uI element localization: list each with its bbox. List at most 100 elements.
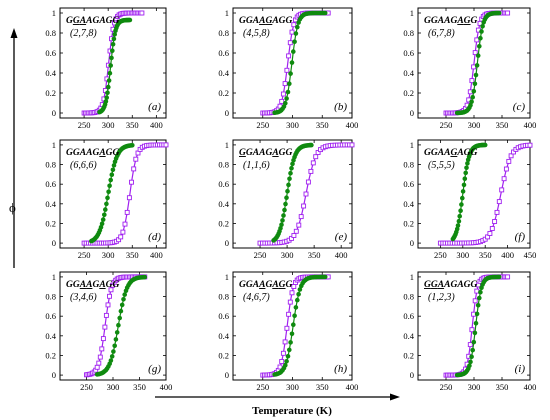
sequence-letter: G bbox=[279, 280, 286, 290]
data-point bbox=[129, 179, 134, 185]
data-point bbox=[109, 55, 114, 61]
data-point bbox=[464, 165, 469, 171]
data-point bbox=[469, 354, 474, 360]
data-point bbox=[111, 163, 117, 168]
data-point bbox=[454, 226, 460, 232]
sequence-letter: G bbox=[431, 148, 438, 158]
sequence-letter: G bbox=[106, 16, 113, 26]
series-green bbox=[272, 10, 328, 115]
data-point bbox=[282, 207, 287, 213]
data-point bbox=[96, 360, 102, 366]
data-point bbox=[124, 209, 130, 215]
x-tick-label: 400 bbox=[335, 250, 348, 260]
sequence-letter: G bbox=[113, 16, 120, 26]
x-tick-label: 300 bbox=[468, 120, 481, 130]
y-tick-label: 1 bbox=[410, 272, 414, 282]
triplet-label: (2,7,8) bbox=[70, 28, 97, 39]
x-tick-label: 300 bbox=[102, 250, 115, 260]
data-point bbox=[284, 96, 289, 101]
data-point bbox=[457, 213, 463, 219]
y-tick-label: 0 bbox=[410, 370, 414, 380]
y-tick-label: 0.6 bbox=[403, 48, 414, 58]
x-tick-label: 350 bbox=[316, 120, 329, 130]
data-point bbox=[130, 143, 135, 148]
data-point bbox=[475, 303, 481, 308]
y-tick-label: 0.6 bbox=[403, 179, 414, 189]
data-point bbox=[98, 225, 104, 230]
data-point bbox=[297, 287, 303, 292]
sequence-letter: G bbox=[106, 280, 113, 290]
data-point bbox=[462, 176, 468, 181]
data-point bbox=[99, 221, 105, 226]
sequence-letter: G bbox=[113, 148, 120, 158]
sequence-letter: G bbox=[66, 280, 73, 290]
data-point bbox=[100, 336, 106, 342]
sequence-letter: G bbox=[471, 148, 478, 158]
sequence-letter: G bbox=[246, 280, 253, 290]
x-tick-label: 450 bbox=[524, 250, 537, 260]
data-point bbox=[467, 342, 473, 348]
data-point bbox=[322, 10, 328, 16]
data-point bbox=[102, 212, 107, 218]
y-tick-label: 0.8 bbox=[45, 160, 56, 170]
data-point bbox=[102, 324, 108, 330]
data-point bbox=[106, 84, 111, 90]
x-tick-label: 350 bbox=[126, 250, 139, 260]
y-tick-label: 1 bbox=[52, 140, 56, 150]
sequence-letter: A bbox=[98, 280, 105, 290]
data-point bbox=[118, 308, 124, 314]
y-tick-label: 0 bbox=[52, 238, 56, 248]
y-tick-label: 1 bbox=[52, 272, 56, 282]
data-point bbox=[293, 228, 299, 234]
data-point bbox=[112, 343, 117, 349]
plot-frame bbox=[59, 139, 167, 249]
sequence-letter: G bbox=[106, 148, 113, 158]
data-point bbox=[105, 90, 110, 96]
y-tick-label: 0.8 bbox=[403, 28, 414, 38]
data-point bbox=[285, 354, 291, 359]
data-point bbox=[471, 339, 477, 345]
data-point bbox=[100, 217, 106, 222]
x-tick-label: 250 bbox=[440, 382, 453, 392]
data-point bbox=[295, 297, 300, 303]
y-tick-label: 1 bbox=[225, 140, 229, 150]
y-tick-label: 0.2 bbox=[45, 218, 56, 228]
data-point bbox=[163, 142, 169, 148]
sequence-letter: A bbox=[98, 16, 105, 26]
sequence-letter: A bbox=[443, 148, 450, 158]
data-point bbox=[482, 142, 488, 148]
data-point bbox=[289, 165, 294, 171]
triplet-label: (3,4,6) bbox=[70, 292, 97, 303]
data-point bbox=[322, 274, 328, 280]
sequence-letter: A bbox=[252, 148, 259, 158]
data-point bbox=[280, 91, 286, 97]
data-point bbox=[127, 17, 133, 23]
y-tick-label: 0.2 bbox=[403, 218, 414, 228]
x-tick-label: 300 bbox=[286, 120, 299, 130]
data-point bbox=[288, 340, 293, 345]
sequence-letter: G bbox=[471, 16, 478, 26]
data-point bbox=[467, 363, 472, 369]
data-point bbox=[291, 322, 296, 328]
sequence-letter: A bbox=[437, 16, 444, 26]
data-point bbox=[505, 274, 511, 280]
y-tick-label: 0 bbox=[410, 108, 414, 118]
sequence-letter: G bbox=[265, 148, 272, 158]
triplet-label: (1,2,3) bbox=[428, 292, 455, 303]
data-point bbox=[496, 274, 502, 280]
x-tick-label: 400 bbox=[346, 120, 359, 130]
data-point bbox=[505, 10, 511, 16]
data-point bbox=[281, 213, 286, 218]
panel-letter: (g) bbox=[148, 363, 161, 375]
data-point bbox=[494, 209, 500, 215]
data-point bbox=[121, 297, 126, 302]
x-tick-label: 350 bbox=[133, 382, 146, 392]
sequence-label: GGAAGAGG bbox=[66, 280, 120, 290]
data-point bbox=[460, 189, 466, 194]
sequence-letter: G bbox=[73, 148, 80, 158]
y-tick-label: 0.2 bbox=[45, 350, 56, 360]
data-point bbox=[499, 187, 505, 193]
